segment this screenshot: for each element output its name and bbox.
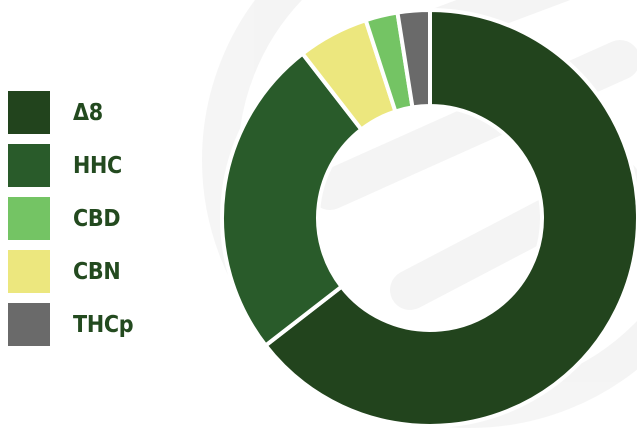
legend-item-thcp: THCp <box>8 303 134 346</box>
legend-label-cbd: CBD <box>73 205 121 232</box>
legend-label-hhc: HHC <box>73 152 122 179</box>
legend-item-cbd: CBD <box>8 197 133 240</box>
legend-swatch-cbd <box>8 197 50 240</box>
legend-item-hhc: HHC <box>8 144 133 187</box>
legend-item-8: Δ8 <box>8 91 133 134</box>
donut-slices <box>220 7 637 428</box>
legend-swatch-thcp <box>8 303 50 346</box>
legend-swatch-hhc <box>8 144 50 187</box>
chart-legend: Δ8 HHC CBD CBN THCp <box>8 91 134 356</box>
legend-label-8: Δ8 <box>73 99 103 126</box>
legend-label-cbn: CBN <box>73 258 121 285</box>
legend-swatch-8 <box>8 91 50 134</box>
slice-thcp <box>395 7 432 110</box>
slice-hhc <box>220 50 365 349</box>
legend-label-thcp: THCp <box>73 311 134 338</box>
slice-8 <box>262 7 637 428</box>
legend-item-cbn: CBN <box>8 250 133 293</box>
legend-swatch-cbn <box>8 250 50 293</box>
